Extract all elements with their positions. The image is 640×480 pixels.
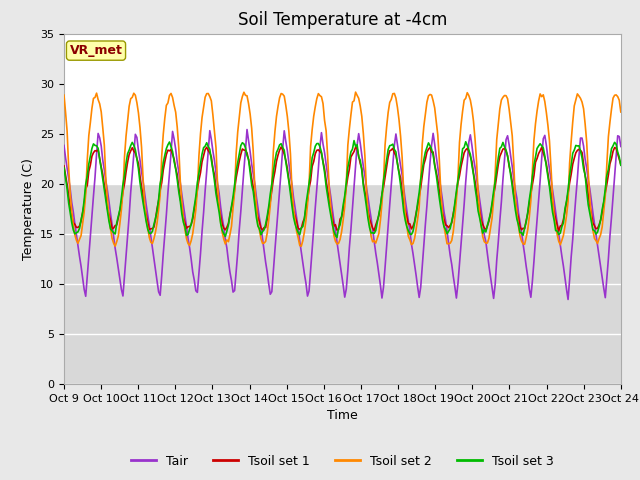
- Legend: Tair, Tsoil set 1, Tsoil set 2, Tsoil set 3: Tair, Tsoil set 1, Tsoil set 2, Tsoil se…: [126, 450, 559, 473]
- Text: VR_met: VR_met: [70, 44, 122, 57]
- Bar: [64, 34, 621, 184]
- Title: Soil Temperature at -4cm: Soil Temperature at -4cm: [237, 11, 447, 29]
- Y-axis label: Temperature (C): Temperature (C): [22, 158, 35, 260]
- Bar: [64, 184, 621, 384]
- X-axis label: Time: Time: [327, 409, 358, 422]
